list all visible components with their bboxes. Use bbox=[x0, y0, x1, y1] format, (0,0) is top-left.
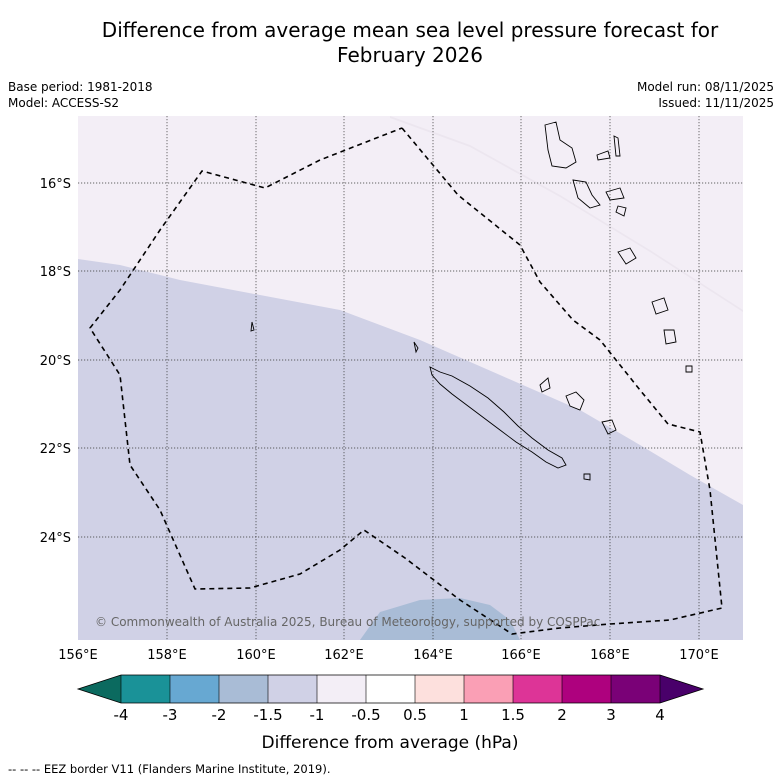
chart-title: Difference from average mean sea level p… bbox=[40, 18, 780, 68]
loyalty-island-1 bbox=[539, 377, 551, 393]
colorbar-bin bbox=[366, 675, 415, 703]
colorbar-bin bbox=[268, 675, 317, 703]
colorbar: -4 -3 -2 -1.5 -1 -0.5 0.5 1 1.5 2 3 4 Difference fr… bbox=[76, 674, 705, 753]
copyright-text: © Commonwealth of Australia 2025, Bureau… bbox=[95, 615, 600, 629]
issued-date: Issued: 11/11/2025 bbox=[658, 96, 774, 110]
colorbar-bin bbox=[464, 675, 513, 703]
latitude-labels: 16°S 18°S 20°S 22°S 24°S bbox=[40, 177, 71, 546]
loyalty-island-2 bbox=[565, 391, 585, 411]
new-caledonia-coast bbox=[429, 366, 567, 469]
colorbar-tick-label: 4 bbox=[655, 706, 665, 724]
loyalty-island-3 bbox=[601, 419, 617, 435]
colorbar-tick-label: -2 bbox=[212, 706, 227, 724]
vanuatu-tanna bbox=[663, 329, 677, 345]
vanuatu-maewo bbox=[613, 135, 621, 157]
colorbar-bin bbox=[219, 675, 268, 703]
colorbar-bin bbox=[121, 675, 170, 703]
longitude-labels: 156°E 158°E 160°E 162°E 164°E 166°E 168°… bbox=[58, 648, 719, 663]
colorbar-bins bbox=[121, 675, 660, 703]
map-area: © Commonwealth of Australia 2025, Bureau… bbox=[78, 116, 743, 640]
colorbar-tick-label: -4 bbox=[114, 706, 129, 724]
lat-label: 24°S bbox=[40, 531, 71, 546]
colorbar-tick-label: -1 bbox=[310, 706, 325, 724]
lon-label: 160°E bbox=[236, 648, 276, 663]
lon-label: 162°E bbox=[324, 648, 364, 663]
colorbar-bin bbox=[170, 675, 219, 703]
anomaly-band-blue bbox=[360, 598, 520, 640]
model-run: Model run: 08/11/2025 bbox=[636, 80, 774, 94]
colorbar-bin bbox=[513, 675, 562, 703]
eez-border bbox=[89, 127, 723, 635]
colorbar-bin bbox=[562, 675, 611, 703]
legend-note: -- -- -- EEZ border V11 (Flanders Marine… bbox=[8, 762, 331, 776]
vanuatu-efate bbox=[617, 247, 637, 265]
colorbar-tick-label: 0.5 bbox=[403, 706, 427, 724]
model-name: Model: ACCESS-S2 bbox=[8, 96, 120, 110]
colorbar-title: Difference from average (hPa) bbox=[262, 733, 519, 753]
colorbar-extend-max bbox=[660, 675, 703, 703]
vanuatu-erromango bbox=[651, 297, 669, 315]
colorbar-extend-min bbox=[78, 675, 121, 703]
base-period: Base period: 1981-2018 bbox=[8, 80, 153, 94]
lat-label: 18°S bbox=[40, 265, 71, 280]
belep-islands bbox=[413, 341, 419, 354]
colorbar-bin bbox=[415, 675, 464, 703]
lon-label: 168°E bbox=[590, 648, 630, 663]
vanuatu-malakula bbox=[572, 179, 601, 209]
lon-label: 164°E bbox=[413, 648, 453, 663]
vanuatu-aneityum bbox=[685, 365, 693, 373]
vanuatu-pentecost bbox=[605, 187, 625, 201]
title-line-1: Difference from average mean sea level p… bbox=[101, 18, 719, 42]
lon-label: 156°E bbox=[58, 648, 98, 663]
vanuatu-espiritu-santo bbox=[544, 121, 577, 169]
chesterfield-island bbox=[250, 321, 255, 332]
meta-right: Model run: 08/11/2025 Issued: 11/11/2025 bbox=[637, 79, 774, 111]
lon-label: 170°E bbox=[679, 648, 719, 663]
meta-left: Base period: 1981-2018 Model: ACCESS-S2 bbox=[8, 79, 153, 111]
coastlines bbox=[250, 121, 693, 481]
title-line-2: February 2026 bbox=[337, 43, 483, 67]
grid-lines bbox=[78, 116, 743, 640]
lat-label: 20°S bbox=[40, 354, 71, 369]
lon-label: 158°E bbox=[147, 648, 187, 663]
colorbar-bin bbox=[317, 675, 366, 703]
colorbar-ticks: -4 -3 -2 -1.5 -1 -0.5 0.5 1 1.5 2 3 4 bbox=[114, 675, 665, 724]
colorbar-bin bbox=[611, 675, 660, 703]
colorbar-tick-label: -1.5 bbox=[253, 706, 282, 724]
colorbar-tick-label: 1.5 bbox=[501, 706, 525, 724]
colorbar-tick-label: -3 bbox=[163, 706, 178, 724]
colorbar-tick-label: 1 bbox=[459, 706, 469, 724]
vanuatu-ambae bbox=[596, 150, 611, 161]
colorbar-tick-label: 2 bbox=[557, 706, 567, 724]
lat-label: 16°S bbox=[40, 177, 71, 192]
lon-label: 166°E bbox=[501, 648, 541, 663]
isle-of-pines bbox=[583, 473, 591, 481]
anomaly-band-main bbox=[78, 259, 743, 640]
colorbar-tick-label: 3 bbox=[606, 706, 616, 724]
colorbar-tick-label: -0.5 bbox=[351, 706, 380, 724]
vanuatu-epi bbox=[615, 205, 627, 217]
lat-label: 22°S bbox=[40, 442, 71, 457]
